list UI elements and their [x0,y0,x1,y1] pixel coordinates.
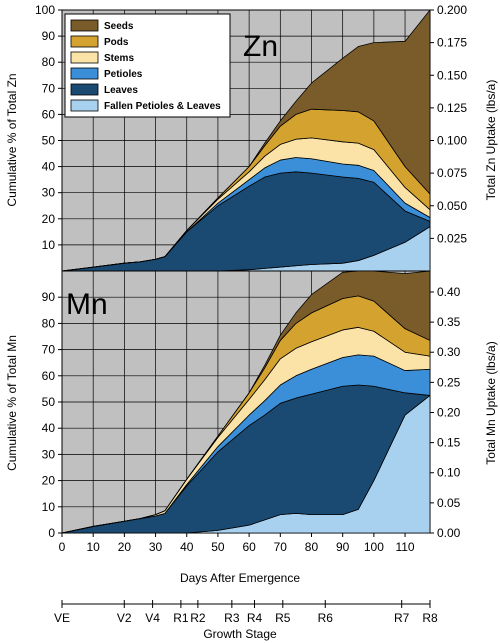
stage-label-r8: R8 [422,611,438,625]
zn-right-ticks: 0.025 0.050 0.075 0.100 0.125 0.150 0.175 0.200 [430,3,467,245]
growth-stage-ticks: VE V2 V4 R1 R2 R3 R4 R5 R6 R7 R8 [54,600,438,625]
mn-left-tick-label: 70 [42,343,56,357]
legend-label-stems: Stems [104,53,134,64]
legend-label-pods: Pods [104,37,129,48]
stage-label-r2: R2 [190,611,206,625]
legend-swatch-petioles [70,67,99,80]
mn-right-axis-label: Total Mn Uptake (lbs/a) [484,341,498,464]
mn-right-tick-label: 0.20 [437,405,461,419]
legend-swatch-fallen-petioles-and-leaves [70,99,99,112]
zn-right-tick-label: 0.075 [437,166,467,180]
legend-swatch-seeds [70,19,99,32]
zn-left-tick-label: 10 [42,238,56,252]
x-tick-label: 110 [395,540,414,554]
mn-left-tick-label: 90 [42,290,56,304]
zn-left-tick-label: 20 [42,212,56,226]
zn-right-tick-label: 0.050 [437,199,467,213]
mn-right-ticks: 0.00 0.05 0.10 0.15 0.20 0.25 0.30 0.35 0.40 [430,285,461,540]
stage-label-r5: R5 [275,611,291,625]
x-tick-label: 60 [242,540,256,554]
legend-swatch-stems [70,51,99,64]
stage-label-r4: R4 [247,611,263,625]
mn-right-tick-label: 0.15 [437,436,461,450]
stage-label-r6: R6 [318,611,334,625]
mn-panel: 0 10 20 30 40 50 60 70 80 90 0.00 0.05 0.10 0.15 0.20… [5,270,498,585]
zn-left-tick-label: 30 [42,186,56,200]
mn-right-tick-label: 0.10 [437,466,461,480]
legend-swatch-pods [70,35,99,48]
x-tick-label: 10 [87,540,101,554]
zn-right-tick-label: 0.025 [437,231,467,245]
mn-right-tick-label: 0.05 [437,496,461,510]
mn-left-tick-label: 50 [42,395,56,409]
zn-panel-label: Zn [243,30,278,63]
legend-label-petioles: Petioles [104,69,143,80]
mn-panel-label: Mn [66,288,108,321]
stage-label-r1: R1 [173,611,189,625]
mn-right-tick-label: 0.35 [437,315,461,329]
x-tick-label: 50 [211,540,225,554]
zn-stacked-areas [61,9,431,272]
mn-right-tick-label: 0.25 [437,375,461,389]
x-tick-label: 70 [274,540,288,554]
mn-left-tick-label: 40 [42,421,56,435]
zn-left-axis-label: Cumulative % of Total Zn [5,73,19,206]
stage-label-ve: VE [54,611,70,625]
zn-panel: 10 20 30 40 50 60 70 80 90 100 0.025 0.050 0.075 0.1… [5,3,498,272]
zn-left-tick-label: 100 [35,3,55,17]
legend-label-leaves: Leaves [104,85,138,96]
legend-label-fallen-petioles-and-leaves: Fallen Petioles & Leaves [104,101,221,112]
stage-label-r7: R7 [394,611,410,625]
stage-label-v4: V4 [145,611,160,625]
stage-label-v2: V2 [117,611,132,625]
mn-left-axis-label: Cumulative % of Total Mn [5,335,19,471]
x-tick-label: 80 [305,540,319,554]
x-tick-label: 40 [180,540,194,554]
mn-left-tick-label: 60 [42,369,56,383]
mn-left-tick-label: 80 [42,316,56,330]
growth-stage-axis: VE V2 V4 R1 R2 R3 R4 R5 R6 R7 R8 Growth Stage [54,600,438,641]
mn-right-tick-label: 0.00 [437,526,461,540]
stage-label-r3: R3 [224,611,240,625]
zn-right-tick-label: 0.100 [437,134,467,148]
mn-left-tick-label: 0 [48,526,55,540]
mn-right-tick-label: 0.40 [437,285,461,299]
zn-left-tick-label: 40 [42,160,56,174]
zn-right-tick-label: 0.125 [437,101,467,115]
zn-left-tick-label: 60 [42,107,56,121]
x-tick-label: 30 [149,540,163,554]
mn-left-tick-label: 30 [42,447,56,461]
zn-left-ticks: 10 20 30 40 50 60 70 80 90 100 [35,3,62,252]
x-tick-label: 0 [59,540,66,554]
x-tick-label: 100 [364,540,384,554]
zn-right-tick-label: 0.175 [437,36,467,50]
zn-left-tick-label: 90 [42,29,56,43]
zn-right-axis-label: Total Zn Uptake (lbs/a) [484,80,498,201]
mn-x-ticks: 0 10 20 30 40 50 60 70 80 90 100 110 [59,533,415,554]
mn-right-tick-label: 0.30 [437,345,461,359]
zn-left-tick-label: 70 [42,81,56,95]
mn-left-tick-label: 20 [42,474,56,488]
mn-left-tick-label: 10 [42,500,56,514]
zn-right-tick-label: 0.200 [437,3,467,17]
legend-swatch-leaves [70,83,99,96]
mn-area-seeds [61,270,431,534]
zn-area-seeds [61,9,431,272]
zn-left-tick-label: 80 [42,55,56,69]
mn-left-ticks: 0 10 20 30 40 50 60 70 80 90 [42,290,62,540]
growth-stage-axis-label: Growth Stage [203,627,277,641]
legend-label-seeds: Seeds [104,21,134,32]
zn-legend: Seeds Pods Stems Petioles Leaves Fallen Petio… [64,13,231,118]
mn-stacked-areas [61,270,431,534]
zn-right-tick-label: 0.150 [437,68,467,82]
x-tick-label: 90 [336,540,350,554]
x-tick-label: 20 [118,540,132,554]
zn-left-tick-label: 50 [42,134,56,148]
x-axis-label: Days After Emergence [180,571,300,585]
